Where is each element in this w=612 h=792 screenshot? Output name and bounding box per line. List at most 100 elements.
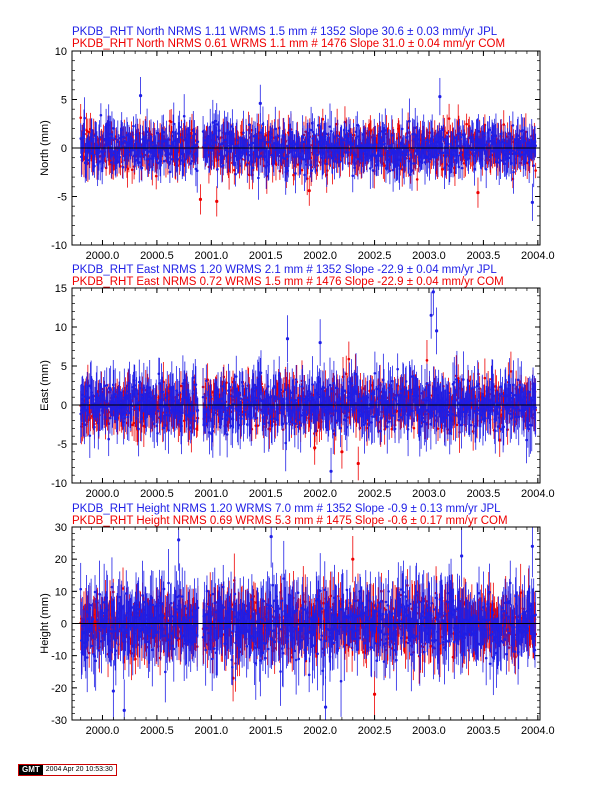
data-point (340, 450, 344, 454)
data-point (309, 163, 312, 167)
data-point (113, 137, 116, 141)
data-point (456, 144, 460, 148)
data-point (156, 409, 160, 413)
data-point (102, 405, 106, 409)
data-point (102, 155, 106, 158)
data-point (156, 431, 159, 435)
data-point (473, 167, 476, 171)
data-point (188, 134, 192, 138)
data-point (192, 376, 195, 379)
data-point (438, 94, 442, 99)
data-point (415, 178, 419, 181)
data-point (234, 375, 238, 378)
data-point (121, 165, 125, 169)
data-point (194, 383, 198, 386)
data-point (216, 167, 219, 171)
data-point (168, 170, 172, 174)
y-tick-label: 0 (61, 143, 67, 155)
data-point (398, 167, 401, 171)
data-point (250, 160, 254, 164)
data-point (294, 172, 297, 175)
data-point (113, 392, 117, 396)
data-point (453, 136, 457, 140)
data-point (244, 387, 248, 390)
data-point (85, 130, 89, 133)
data-point (289, 130, 293, 134)
data-point (368, 143, 371, 147)
data-point (277, 397, 280, 401)
data-point (225, 433, 229, 436)
data-point (274, 127, 277, 131)
data-point (193, 419, 196, 423)
data-point (285, 166, 288, 170)
data-point (511, 124, 515, 127)
data-point (369, 129, 373, 132)
x-tick-label: 2002.0 (303, 250, 337, 262)
data-point (328, 155, 331, 158)
data-point (111, 153, 114, 157)
data-point (225, 381, 228, 384)
data-point (301, 158, 305, 161)
data-point (288, 423, 291, 426)
north-marks (72, 76, 540, 221)
data-point (118, 155, 122, 159)
data-point (384, 129, 387, 132)
data-point (137, 427, 140, 431)
data-point (235, 138, 239, 142)
y-tick-label: -5 (57, 192, 67, 204)
data-point (228, 385, 232, 389)
data-point (123, 139, 126, 143)
data-point (171, 157, 174, 161)
data-point (356, 461, 360, 466)
data-point (158, 382, 161, 385)
data-point (534, 169, 537, 172)
data-point (523, 139, 526, 143)
data-point (324, 132, 328, 136)
data-point (259, 371, 263, 375)
data-point (156, 131, 159, 135)
data-point (211, 121, 215, 124)
data-point (390, 134, 394, 137)
data-point (483, 376, 487, 380)
data-point (214, 119, 217, 123)
data-point (425, 359, 429, 362)
data-point (106, 405, 110, 408)
data-point (164, 413, 168, 417)
data-point (124, 153, 128, 156)
north-axes: -10 -5 0 5 10 2000.0 2000.5 2001.0 2001.5 2002.0 2… (51, 46, 555, 262)
data-point (126, 415, 129, 419)
data-point (293, 149, 297, 152)
data-point (134, 133, 138, 136)
data-point (111, 127, 115, 130)
data-point (201, 395, 205, 399)
data-point (271, 406, 275, 409)
data-point (503, 162, 506, 166)
data-point (465, 122, 468, 126)
data-point (221, 142, 224, 145)
data-point (307, 189, 311, 193)
data-point (510, 149, 514, 152)
data-point (105, 384, 109, 387)
data-point (484, 167, 488, 171)
data-point (300, 168, 304, 172)
data-point (467, 153, 471, 157)
data-point (316, 124, 320, 127)
data-point (462, 161, 466, 165)
data-point (273, 417, 276, 420)
x-tick-label: 2001.5 (249, 250, 283, 262)
data-point (139, 417, 143, 421)
data-point (400, 153, 403, 156)
data-point (155, 157, 159, 161)
data-point (360, 159, 364, 163)
data-point (255, 416, 258, 420)
data-point (447, 142, 450, 146)
data-point (266, 140, 269, 144)
data-point (98, 135, 101, 139)
data-point (229, 424, 233, 428)
data-point (258, 101, 262, 105)
data-point (172, 122, 176, 126)
data-point (261, 416, 265, 420)
data-point (411, 132, 415, 136)
data-point (321, 117, 325, 121)
